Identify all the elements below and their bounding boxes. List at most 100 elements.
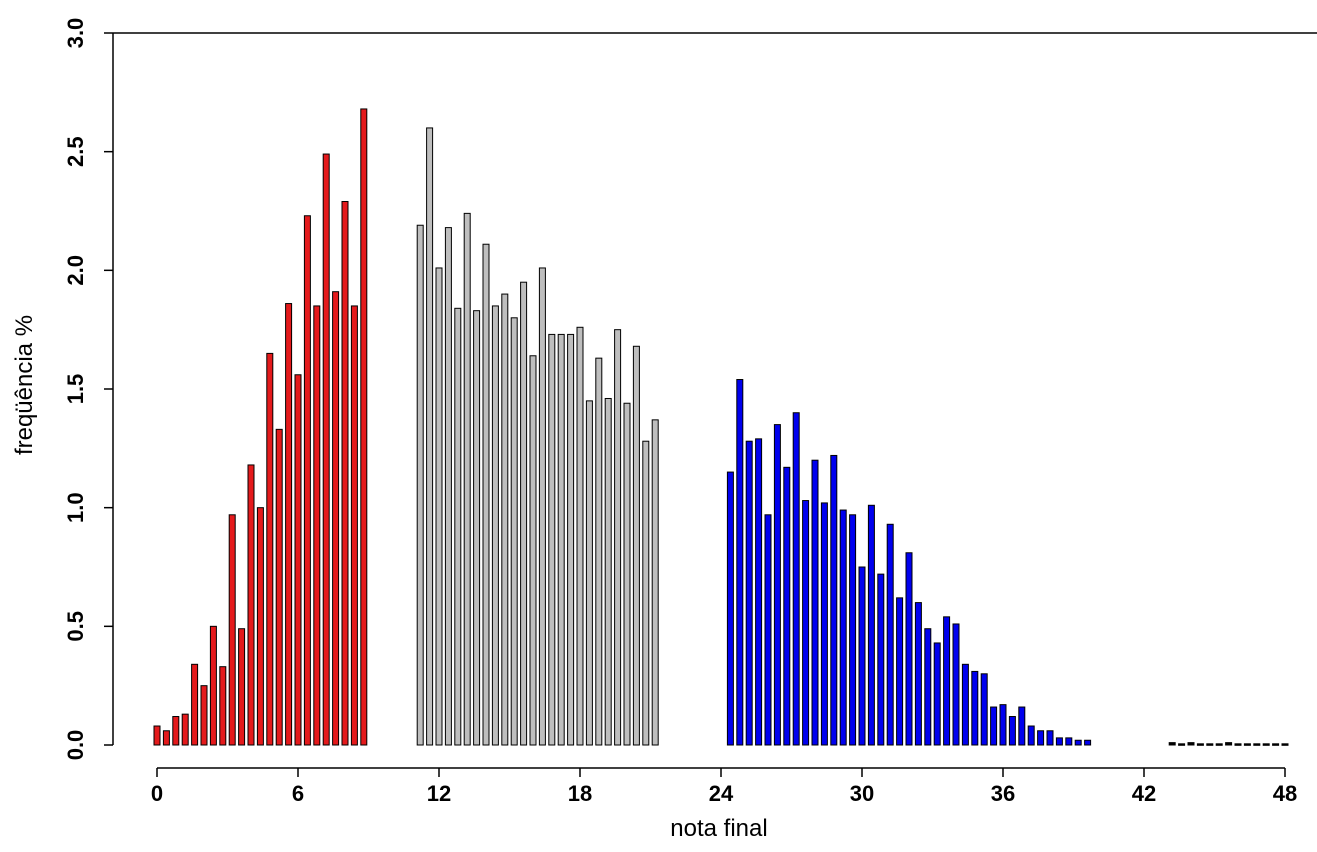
bar-3-8 (1243, 743, 1251, 746)
bar-1-8 (491, 305, 499, 746)
bar-0-14 (285, 303, 293, 746)
bar-2-29 (999, 704, 1007, 746)
bar-0-22 (360, 108, 368, 746)
y-tick-label-1: 0.5 (63, 611, 88, 642)
bar-1-1 (426, 127, 434, 746)
x-tick-label-6: 36 (991, 781, 1015, 806)
bar-0-16 (303, 215, 311, 746)
bar-3-7 (1234, 743, 1242, 746)
bar-2-8 (802, 500, 810, 746)
bar-3-6 (1225, 742, 1233, 746)
bar-3-4 (1206, 743, 1214, 746)
bar-0-21 (350, 305, 358, 746)
bar-2-5 (773, 424, 781, 746)
bar-2-25 (961, 663, 969, 746)
bar-2-2 (745, 440, 753, 746)
bar-2-4 (764, 514, 772, 746)
x-ticks-group: 0 6 12 18 24 30 36 42 48 (151, 768, 1297, 806)
bar-0-3 (181, 713, 189, 746)
bar-1-2 (435, 267, 443, 746)
bar-2-23 (943, 616, 951, 746)
bar-2-10 (820, 502, 828, 746)
x-axis-label: nota final (670, 815, 767, 842)
bar-1-6 (473, 310, 481, 746)
bar-2-38 (1084, 739, 1092, 746)
bar-0-8 (228, 514, 236, 746)
bar-0-4 (191, 663, 199, 746)
bar-2-31 (1018, 706, 1026, 746)
x-tick-label-2: 12 (427, 781, 451, 806)
bar-1-18 (585, 400, 593, 746)
bar-1-16 (567, 333, 575, 746)
x-tick-label-8: 48 (1273, 781, 1297, 806)
y-ticks-group: 0.0 0.5 1.0 1.5 2.0 2.5 3.0 (63, 18, 113, 760)
bar-1-17 (576, 326, 584, 746)
bar-1-20 (604, 397, 612, 746)
bar-0-12 (266, 352, 274, 746)
bar-2-12 (839, 509, 847, 746)
bar-1-19 (595, 357, 603, 746)
bar-0-10 (247, 464, 255, 746)
bar-2-27 (980, 673, 988, 746)
y-tick-label-5: 2.5 (63, 136, 88, 167)
bar-0-19 (332, 291, 340, 746)
bars-group (153, 108, 1289, 746)
bar-3-1 (1178, 743, 1186, 746)
bar-1-25 (651, 419, 659, 746)
x-tick-label-1: 6 (292, 781, 304, 806)
bar-0-9 (238, 628, 246, 746)
bar-1-24 (642, 440, 650, 746)
bar-2-11 (830, 454, 838, 746)
bar-1-15 (557, 333, 565, 746)
x-tick-label-0: 0 (151, 781, 163, 806)
bar-3-2 (1187, 742, 1195, 746)
x-tick-label-5: 30 (850, 781, 874, 806)
bar-2-24 (952, 623, 960, 746)
bar-1-21 (614, 329, 622, 746)
bar-1-9 (501, 293, 509, 746)
y-tick-label-3: 1.5 (63, 374, 88, 405)
bar-2-19 (905, 552, 913, 746)
bar-0-18 (322, 153, 330, 746)
bar-1-23 (632, 345, 640, 746)
bar-3-0 (1168, 742, 1176, 746)
bar-3-5 (1215, 743, 1223, 746)
bar-2-16 (877, 573, 885, 746)
bar-1-4 (454, 307, 462, 746)
bar-1-22 (623, 402, 631, 746)
bar-2-20 (914, 602, 922, 746)
y-tick-label-2: 1.0 (63, 492, 88, 523)
bar-2-36 (1065, 737, 1073, 746)
x-tick-label-3: 18 (568, 781, 592, 806)
bar-1-14 (548, 333, 556, 746)
bar-2-30 (1008, 716, 1016, 746)
x-tick-label-4: 24 (709, 781, 734, 806)
bar-0-5 (200, 685, 208, 746)
bar-3-12 (1281, 743, 1289, 746)
bar-2-35 (1055, 737, 1063, 746)
bar-2-26 (971, 670, 979, 746)
bar-2-15 (867, 504, 875, 746)
bar-2-22 (933, 642, 941, 746)
bar-1-0 (416, 224, 424, 746)
bar-0-11 (256, 507, 264, 746)
bar-2-3 (755, 438, 763, 746)
bar-1-12 (529, 355, 537, 746)
bar-1-11 (520, 281, 528, 746)
bar-2-18 (896, 597, 904, 746)
bar-2-9 (811, 459, 819, 746)
bar-0-15 (294, 374, 302, 746)
bar-0-20 (341, 201, 349, 746)
bar-0-13 (275, 428, 283, 746)
bar-1-13 (538, 267, 546, 746)
x-tick-label-7: 42 (1132, 781, 1156, 806)
bar-1-5 (463, 212, 471, 746)
bar-2-13 (849, 514, 857, 746)
bar-2-7 (792, 412, 800, 746)
bar-3-10 (1262, 743, 1270, 746)
bar-2-17 (886, 523, 894, 746)
plot-frame (112, 32, 1317, 769)
bar-1-3 (444, 227, 452, 746)
bar-3-11 (1272, 743, 1280, 746)
